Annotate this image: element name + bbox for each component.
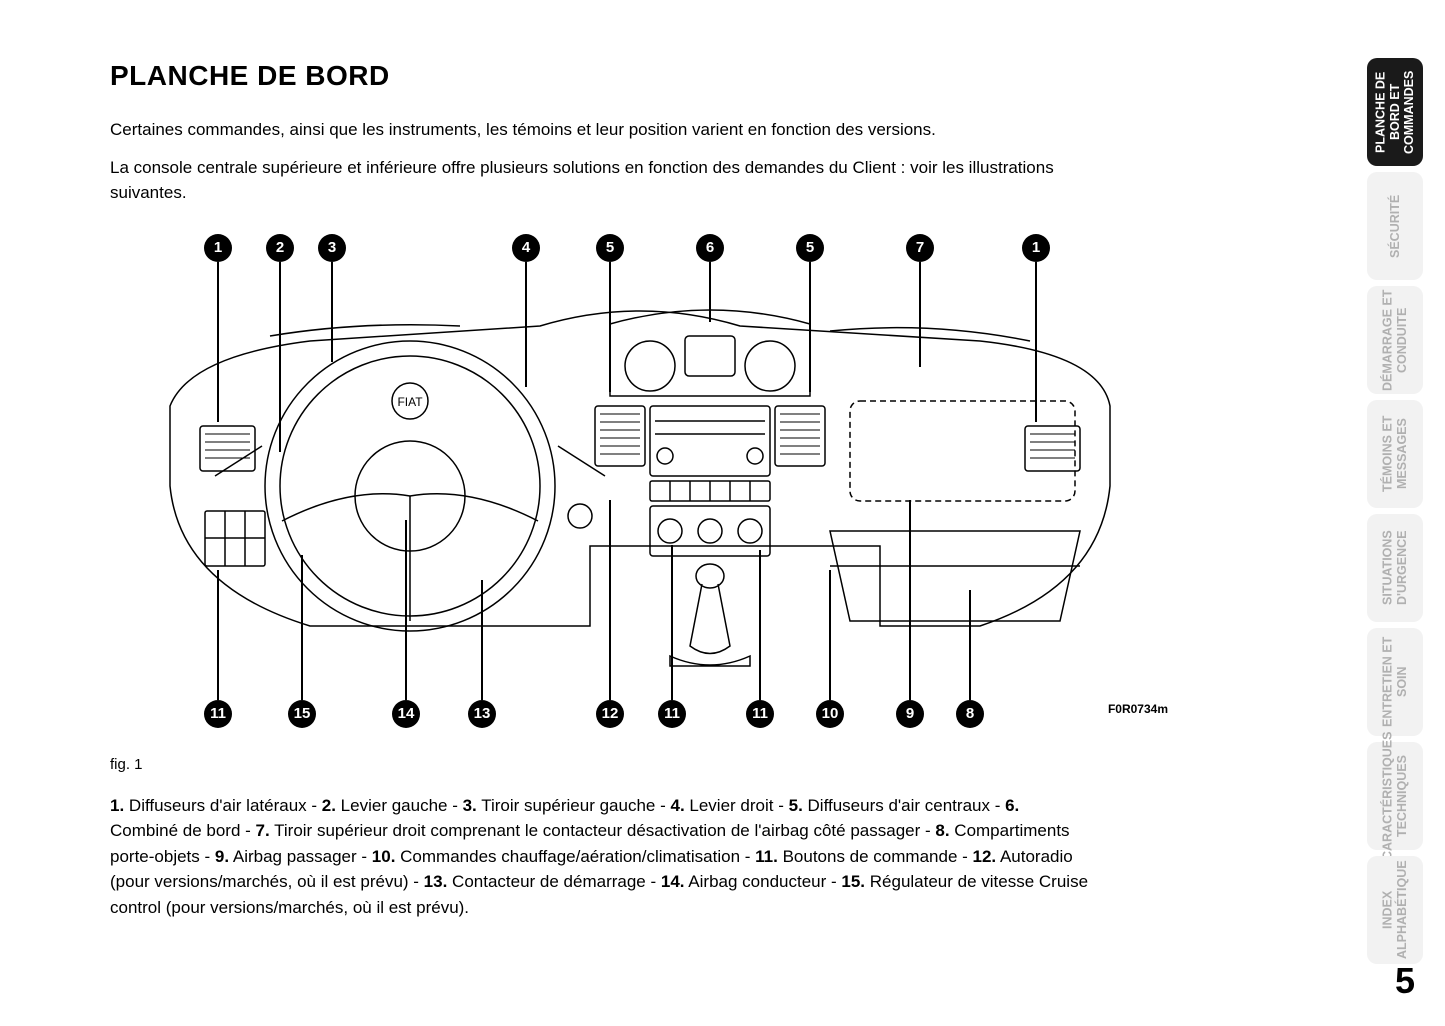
callout-line	[759, 550, 761, 700]
callout-line	[809, 262, 811, 392]
callout-line	[525, 262, 527, 387]
callout-9: 9	[896, 500, 924, 728]
callout-bubble: 7	[906, 234, 934, 262]
callout-bubble: 5	[596, 234, 624, 262]
callout-8: 8	[956, 590, 984, 728]
page-number: 5	[1395, 960, 1415, 1002]
callout-bubble: 9	[896, 700, 924, 728]
callout-line	[969, 590, 971, 700]
callout-4: 4	[512, 234, 540, 387]
side-tab[interactable]: TÉMOINS ET MESSAGES	[1367, 400, 1423, 508]
figure-code: F0R0734m	[1108, 702, 1168, 716]
callout-bubble: 11	[658, 700, 686, 728]
callout-bubble: 15	[288, 700, 316, 728]
callout-bubble: 11	[204, 700, 232, 728]
legend: 1. Diffuseurs d'air latéraux - 2. Levier…	[110, 793, 1090, 921]
callout-bubble: 10	[816, 700, 844, 728]
callout-10: 10	[816, 570, 844, 728]
side-tab[interactable]: INDEX ALPHABÉTIQUE	[1367, 856, 1423, 964]
side-tab[interactable]: DÉMARRAGE ET CONDUITE	[1367, 286, 1423, 394]
callout-bubble: 2	[266, 234, 294, 262]
callout-bubble: 5	[796, 234, 824, 262]
callout-line	[609, 262, 611, 392]
side-tab[interactable]: PLANCHE DE BORD ET COMMANDES	[1367, 58, 1423, 166]
callout-2: 2	[266, 234, 294, 452]
callout-line	[609, 500, 611, 700]
callout-5: 5	[796, 234, 824, 392]
callout-bubble: 4	[512, 234, 540, 262]
callout-12: 12	[596, 500, 624, 728]
dashboard-figure: FIAT	[110, 226, 1170, 746]
callout-11: 11	[658, 545, 686, 728]
callout-line	[481, 580, 483, 700]
callout-bubble: 14	[392, 700, 420, 728]
callout-bubble: 8	[956, 700, 984, 728]
callout-7: 7	[906, 234, 934, 367]
callout-bubble: 12	[596, 700, 624, 728]
callout-13: 13	[468, 580, 496, 728]
callout-3: 3	[318, 234, 346, 362]
callout-line	[671, 545, 673, 700]
side-tab[interactable]: SÉCURITÉ	[1367, 172, 1423, 280]
callout-line	[279, 262, 281, 452]
callout-line	[301, 555, 303, 700]
callout-bubble: 3	[318, 234, 346, 262]
callout-line	[331, 262, 333, 362]
callout-line	[919, 262, 921, 367]
callout-line	[405, 520, 407, 700]
callout-line	[829, 570, 831, 700]
callout-14: 14	[392, 520, 420, 728]
callout-5: 5	[596, 234, 624, 392]
callout-bubble: 1	[1022, 234, 1050, 262]
callout-11: 11	[204, 570, 232, 728]
callout-1: 1	[1022, 234, 1050, 422]
intro-paragraph-2: La console centrale supérieure et inféri…	[110, 155, 1090, 206]
callout-bubble: 13	[468, 700, 496, 728]
side-tab[interactable]: ENTRETIEN ET SOIN	[1367, 628, 1423, 736]
callout-line	[217, 570, 219, 700]
side-tab[interactable]: CARACTÉRISTIQUES TECHNIQUES	[1367, 742, 1423, 850]
side-tab[interactable]: SITUATIONS D'URGENCE	[1367, 514, 1423, 622]
callout-bubble: 6	[696, 234, 724, 262]
callout-15: 15	[288, 555, 316, 728]
page-content: PLANCHE DE BORD Certaines commandes, ain…	[0, 0, 1200, 950]
figure-label: fig. 1	[110, 756, 1090, 773]
callout-line	[709, 262, 711, 322]
callouts-layer: 123456571111514131211111098	[110, 226, 1170, 746]
callout-line	[909, 500, 911, 700]
side-tabs: PLANCHE DE BORD ET COMMANDES SÉCURITÉ DÉMA…	[1367, 58, 1423, 964]
callout-bubble: 11	[746, 700, 774, 728]
callout-1: 1	[204, 234, 232, 422]
callout-line	[1035, 262, 1037, 422]
callout-6: 6	[696, 234, 724, 322]
callout-bubble: 1	[204, 234, 232, 262]
page-title: PLANCHE DE BORD	[110, 60, 1090, 92]
callout-11: 11	[746, 550, 774, 728]
callout-line	[217, 262, 219, 422]
intro-paragraph-1: Certaines commandes, ainsi que les instr…	[110, 117, 1090, 143]
